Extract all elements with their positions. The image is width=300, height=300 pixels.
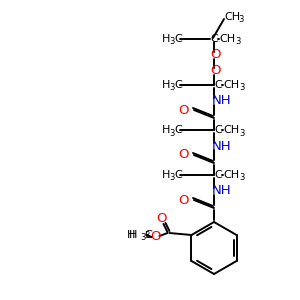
Text: 3: 3 bbox=[239, 83, 244, 92]
Text: NH: NH bbox=[212, 140, 232, 152]
Text: C: C bbox=[174, 80, 182, 90]
Text: C: C bbox=[214, 80, 222, 90]
Text: C: C bbox=[210, 34, 218, 44]
Text: C: C bbox=[214, 170, 222, 180]
Text: O: O bbox=[210, 49, 220, 62]
Text: O: O bbox=[178, 148, 189, 161]
Text: 3: 3 bbox=[145, 230, 150, 239]
Text: CH: CH bbox=[223, 80, 239, 90]
Text: CH: CH bbox=[223, 125, 239, 135]
Text: H: H bbox=[129, 230, 137, 240]
Text: C: C bbox=[174, 170, 182, 180]
Text: NH: NH bbox=[212, 184, 232, 197]
Text: H: H bbox=[162, 170, 170, 180]
Text: 3: 3 bbox=[169, 38, 174, 46]
Text: 3: 3 bbox=[239, 173, 244, 182]
Text: 3: 3 bbox=[169, 83, 174, 92]
Text: O: O bbox=[156, 212, 167, 224]
Text: C: C bbox=[214, 125, 222, 135]
Text: C: C bbox=[145, 230, 152, 240]
Text: 3: 3 bbox=[235, 38, 240, 46]
Text: H: H bbox=[162, 34, 170, 44]
Text: 3: 3 bbox=[140, 233, 146, 242]
Text: H: H bbox=[162, 80, 170, 90]
Text: 3: 3 bbox=[169, 173, 174, 182]
Text: CH: CH bbox=[223, 170, 239, 180]
Text: 3: 3 bbox=[238, 16, 243, 25]
Text: CH: CH bbox=[219, 34, 235, 44]
Text: 3: 3 bbox=[239, 128, 244, 137]
Text: O: O bbox=[210, 64, 220, 77]
Text: C: C bbox=[174, 125, 182, 135]
Text: O: O bbox=[178, 194, 189, 206]
Text: O: O bbox=[178, 103, 189, 116]
Text: 3: 3 bbox=[169, 128, 174, 137]
Text: O: O bbox=[150, 230, 161, 244]
Text: H: H bbox=[162, 125, 170, 135]
Text: CH: CH bbox=[224, 12, 240, 22]
Text: C: C bbox=[174, 34, 182, 44]
Text: NH: NH bbox=[212, 94, 232, 107]
Text: H: H bbox=[127, 230, 136, 240]
